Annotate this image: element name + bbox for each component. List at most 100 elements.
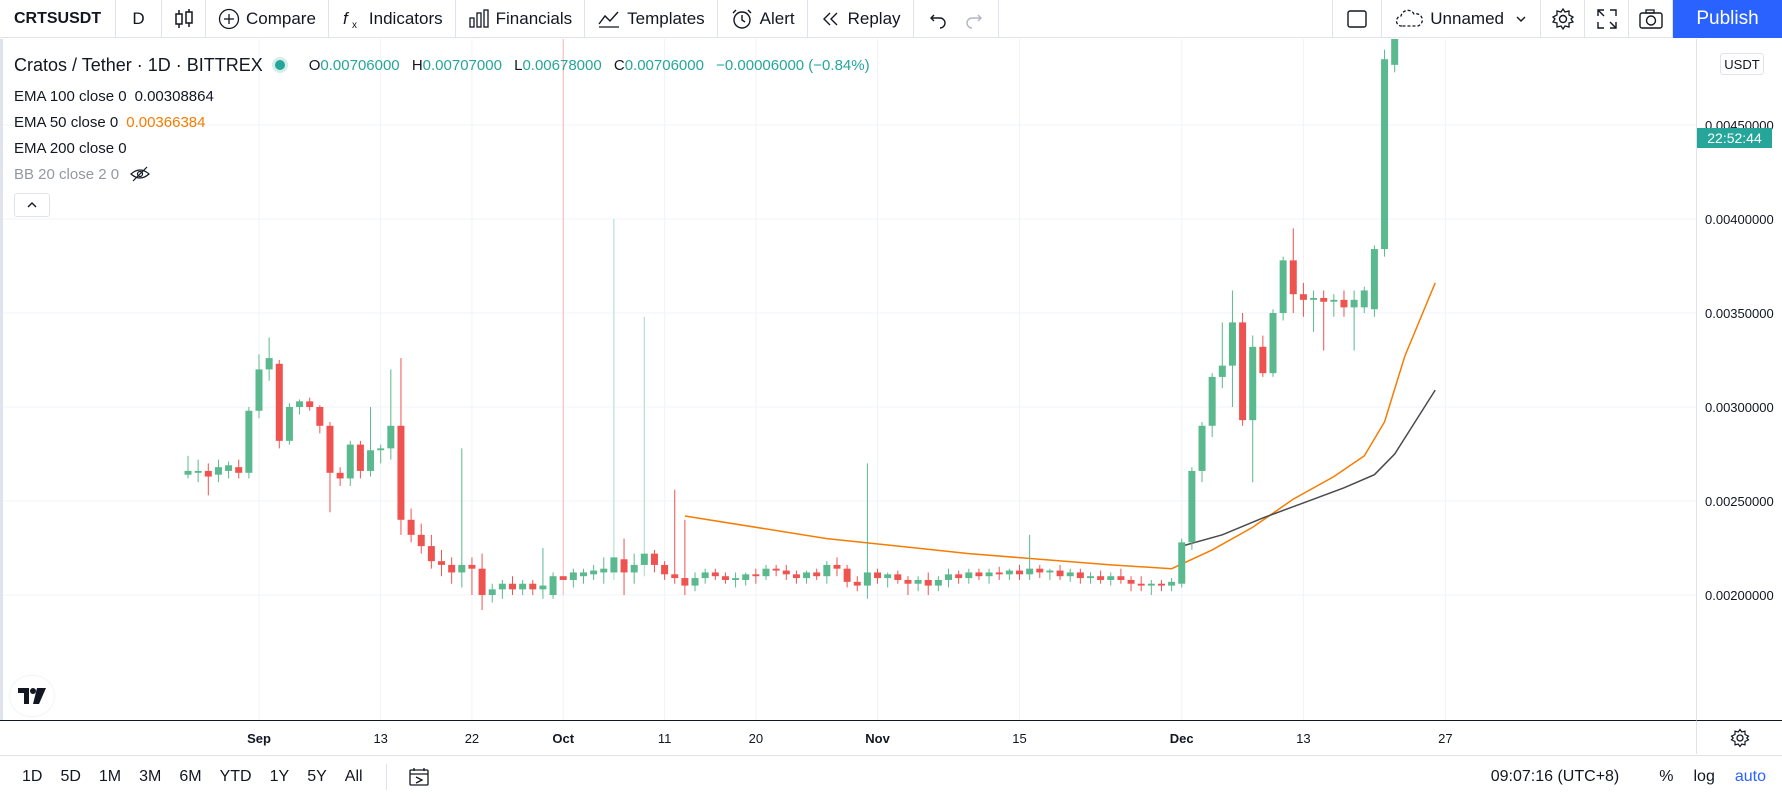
candle [600, 557, 608, 584]
chart-pane[interactable] [0, 0, 1696, 720]
candle [742, 572, 750, 586]
expand-icon [1596, 8, 1617, 29]
candle-body [204, 470, 212, 477]
range-1y[interactable]: 1Y [269, 767, 290, 785]
go-to-date-button[interactable] [399, 756, 439, 797]
percent-scale-toggle[interactable]: % [1659, 767, 1674, 785]
candle-body [1076, 572, 1084, 579]
bottom-right-controls: 09:07:16 (UTC+8) % log auto [1491, 756, 1782, 797]
candle-body [600, 568, 608, 573]
candle [792, 570, 800, 584]
chart-type-button[interactable] [162, 0, 206, 38]
candle [1026, 534, 1034, 580]
financials-button[interactable]: Financials [456, 0, 586, 38]
legend-ema100[interactable]: EMA 100 close 0 0.00308864 [14, 83, 878, 109]
fullscreen-layout-button[interactable] [1332, 0, 1383, 38]
range-1m[interactable]: 1M [98, 767, 122, 785]
interval-button[interactable]: D [116, 0, 162, 38]
candle-body [955, 574, 963, 579]
candle [1249, 335, 1257, 483]
candle [559, 31, 567, 595]
range-all[interactable]: All [344, 767, 363, 785]
candle [367, 407, 375, 477]
range-ytd[interactable]: YTD [219, 767, 252, 785]
candle-body [184, 470, 192, 475]
candle [894, 570, 902, 584]
range-3m[interactable]: 3M [139, 767, 162, 785]
price-tick-label: 0.00250000 [1705, 494, 1774, 509]
currency-badge[interactable]: USDT [1720, 53, 1764, 75]
candle-body [803, 572, 811, 579]
log-scale-toggle[interactable]: log [1693, 767, 1715, 785]
candle [214, 459, 222, 483]
compare-button[interactable]: Compare [206, 0, 329, 38]
candle-body [772, 568, 780, 571]
chart-legend: Cratos / Tether · 1D · BITTREX O0.007060… [14, 47, 878, 217]
candle [346, 440, 354, 486]
timezone-clock[interactable]: 09:07:16 (UTC+8) [1490, 767, 1620, 785]
price-chart[interactable] [3, 0, 1696, 720]
candle [772, 564, 780, 577]
range-5d[interactable]: 5D [60, 767, 81, 785]
candle [661, 561, 669, 580]
fullscreen-button[interactable] [1585, 0, 1629, 38]
eye-crossed-icon[interactable] [129, 166, 151, 182]
range-5y[interactable]: 5Y [307, 767, 327, 785]
replay-button[interactable]: Replay [808, 0, 914, 38]
candle [1350, 290, 1358, 351]
range-1d[interactable]: 1D [22, 767, 43, 785]
legend-ema200[interactable]: EMA 200 close 0 [14, 135, 878, 161]
alert-button[interactable]: Alert [718, 0, 808, 38]
candle-body [1289, 260, 1297, 295]
legend-bb20[interactable]: BB 20 close 2 0 [14, 161, 878, 187]
time-axis[interactable]: Sep 13 22 Oct 11 20 Nov 15 Dec 13 27 [0, 720, 1696, 754]
tradingview-logo[interactable] [10, 676, 54, 716]
candle [285, 403, 293, 445]
layout-name-button[interactable]: Unnamed [1382, 0, 1541, 38]
legend-ema50[interactable]: EMA 50 close 0 0.00366384 [14, 109, 878, 135]
candle-body [468, 564, 476, 569]
time-tick-label: 22 [465, 731, 479, 746]
candle [1127, 576, 1135, 592]
redo-button[interactable] [956, 0, 999, 38]
candle [1188, 467, 1196, 550]
axis-settings-button[interactable] [1696, 720, 1782, 754]
market-status-dot[interactable] [274, 60, 285, 70]
legend-collapse-button[interactable] [14, 193, 50, 217]
replay-label: Replay [847, 8, 901, 28]
candle [488, 583, 496, 603]
settings-button[interactable] [1541, 0, 1585, 38]
tradingview-logo-icon [18, 688, 46, 704]
snapshot-button[interactable] [1629, 0, 1673, 38]
templates-button[interactable]: Templates [585, 0, 718, 38]
candle [316, 405, 324, 434]
candle-body [1228, 322, 1236, 366]
candle [1279, 256, 1287, 321]
candle-body [945, 574, 953, 580]
candle-body [478, 568, 486, 595]
candle-body [1370, 249, 1378, 310]
candle [417, 523, 425, 554]
price-tick-label: 0.00300000 [1705, 400, 1774, 415]
auto-scale-toggle[interactable]: auto [1734, 767, 1766, 785]
candle-body [620, 559, 628, 573]
candle-body [590, 570, 598, 575]
symbol-search-button[interactable]: CRTSUSDT [0, 0, 116, 38]
candle [1381, 49, 1389, 257]
candle-body [326, 425, 334, 473]
candle [1360, 286, 1368, 313]
time-tick-label: 11 [658, 731, 672, 746]
candle [1036, 564, 1044, 579]
candle-body [397, 425, 405, 520]
publish-button[interactable]: Publish [1673, 0, 1782, 38]
undo-button[interactable] [914, 0, 956, 38]
candle [995, 566, 1003, 580]
candle [1330, 294, 1338, 317]
candle [387, 369, 395, 460]
bar-chart-icon [468, 8, 489, 28]
price-tick-label: 0.00400000 [1705, 212, 1774, 227]
range-6m[interactable]: 6M [179, 767, 202, 785]
divider [385, 763, 387, 790]
symbol-title[interactable]: Cratos / Tether · 1D · BITTREX [14, 54, 263, 75]
